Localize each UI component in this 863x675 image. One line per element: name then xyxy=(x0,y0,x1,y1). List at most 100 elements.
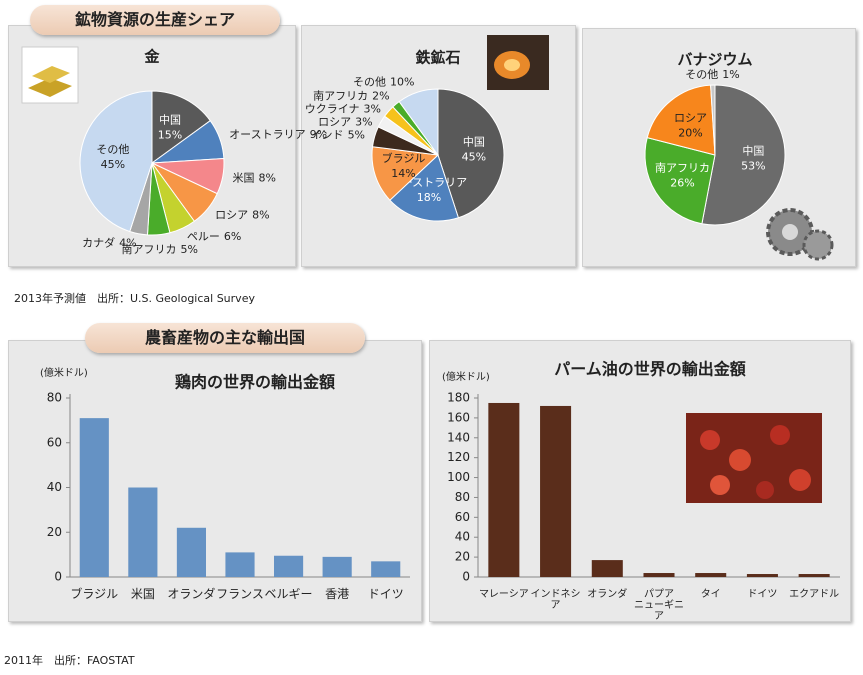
pie-slice xyxy=(371,146,440,201)
slice-name: オーストラリア xyxy=(229,128,305,141)
bar xyxy=(274,555,304,577)
gold-icon xyxy=(21,46,79,104)
y-tick-label: 140 xyxy=(447,430,470,444)
bar xyxy=(746,574,778,577)
slice-value: 3% xyxy=(364,102,381,115)
slice-label: 中国 xyxy=(742,145,764,158)
slice-name: 南アフリカ xyxy=(121,243,176,256)
y-tick-label: 40 xyxy=(47,480,62,494)
bar xyxy=(798,574,830,577)
slice-name: 南アフリカ xyxy=(313,89,368,102)
x-tick-label: オランダ xyxy=(587,589,628,600)
slice-value: 2% xyxy=(372,89,389,102)
x-tick-label: オランダ xyxy=(167,587,216,601)
y-tick-label: 80 xyxy=(47,391,62,405)
x-tick-label: パプア ニューギニア xyxy=(633,589,684,622)
source-note: 2013年予測値 出所：U.S. Geological Survey xyxy=(14,292,255,305)
slice-label: オーストラリア 9% xyxy=(229,128,327,141)
section-title: 鉱物資源の生産シェア xyxy=(30,5,280,35)
chart-title: 鉄鉱石 xyxy=(415,49,460,67)
slice-value: 10% xyxy=(390,76,414,89)
slice-label: ブラジル xyxy=(382,151,426,165)
pie-slice xyxy=(710,84,716,156)
slice-value: 3% xyxy=(355,115,372,128)
y-tick-label: 20 xyxy=(47,525,62,539)
chart-title: 金 xyxy=(143,48,160,66)
slice-label: 南アフリカ 5% xyxy=(121,243,197,256)
y-tick-label: 0 xyxy=(462,570,470,584)
bar xyxy=(322,556,352,577)
bar xyxy=(176,527,206,577)
y-axis-label: (億米ドル) xyxy=(40,366,88,379)
chicken-panel xyxy=(8,340,422,622)
slice-value: 14% xyxy=(391,167,415,180)
slice-name: ウクライナ xyxy=(305,102,360,115)
slice-label: ロシア 8% xyxy=(215,208,269,221)
slice-label: その他 1% xyxy=(685,68,739,81)
x-tick-label: ブラジル xyxy=(70,587,119,601)
slice-label: 南アフリカ xyxy=(655,162,710,175)
slice-name: ロシア xyxy=(318,115,351,128)
iron-photo xyxy=(487,35,549,90)
bar xyxy=(225,552,255,577)
pie-slice xyxy=(389,154,460,222)
x-tick-label: ベルギー xyxy=(264,587,313,601)
bar xyxy=(488,402,520,577)
slice-value: 1% xyxy=(722,68,739,81)
x-tick-label: ドイツ xyxy=(367,587,404,601)
slice-label: ウクライナ 3% xyxy=(305,102,381,115)
slice-label: その他 10% xyxy=(353,76,414,89)
pie-slice xyxy=(646,84,716,156)
slice-value: 5% xyxy=(180,243,197,256)
slice-name: その他 xyxy=(353,76,386,89)
bar xyxy=(695,573,727,577)
slice-value: 15% xyxy=(158,129,182,142)
slice-value: 8% xyxy=(252,208,269,221)
source-note: 2011年 出所：FAOSTAT xyxy=(4,654,135,667)
slice-name: カナダ xyxy=(82,236,115,250)
slice-name: ペルー xyxy=(187,230,220,243)
bar xyxy=(79,418,109,577)
y-tick-label: 60 xyxy=(47,435,62,449)
bar xyxy=(128,487,158,577)
y-axis-label: (億米ドル) xyxy=(442,370,490,383)
slice-label: インド 5% xyxy=(311,128,365,141)
y-tick-label: 180 xyxy=(447,391,470,405)
slice-value: 20% xyxy=(678,126,702,139)
slice-label: ロシア 3% xyxy=(318,115,372,128)
gear-icon xyxy=(766,208,834,261)
slice-value: 9% xyxy=(310,128,327,141)
slice-value: 5% xyxy=(348,128,365,141)
y-tick-label: 80 xyxy=(455,490,470,504)
y-tick-label: 120 xyxy=(447,450,470,464)
bar xyxy=(371,561,401,577)
x-tick-label: タイ xyxy=(700,589,721,600)
slice-label: 米国 8% xyxy=(233,171,276,184)
pie-slice xyxy=(644,136,716,225)
y-tick-label: 40 xyxy=(455,530,470,544)
pie-slice xyxy=(151,90,211,164)
bar xyxy=(540,405,572,577)
slice-label: 南アフリカ 2% xyxy=(313,89,389,102)
slice-value: 8% xyxy=(259,171,276,184)
pie-slice xyxy=(398,88,439,157)
slice-label: 中国 xyxy=(463,135,485,148)
bar xyxy=(643,573,675,577)
slice-value: 4% xyxy=(119,237,136,250)
chart-title: パーム油の世界の輸出金額 xyxy=(554,360,746,379)
x-tick-label: フランス xyxy=(216,587,264,601)
slice-value: 45% xyxy=(101,158,125,171)
slice-value: 18% xyxy=(417,191,441,204)
x-tick-label: エクアドル xyxy=(789,589,840,600)
x-tick-label: 米国 xyxy=(130,587,155,601)
pie-slice xyxy=(79,90,153,233)
slice-value: 45% xyxy=(462,150,486,163)
y-tick-label: 0 xyxy=(54,570,62,584)
slice-name: インド xyxy=(311,128,344,141)
pie-slice xyxy=(437,88,505,219)
y-tick-label: 20 xyxy=(455,550,470,564)
slice-name: 米国 xyxy=(233,171,255,184)
chart-title: 鶏肉の世界の輸出金額 xyxy=(175,373,335,392)
